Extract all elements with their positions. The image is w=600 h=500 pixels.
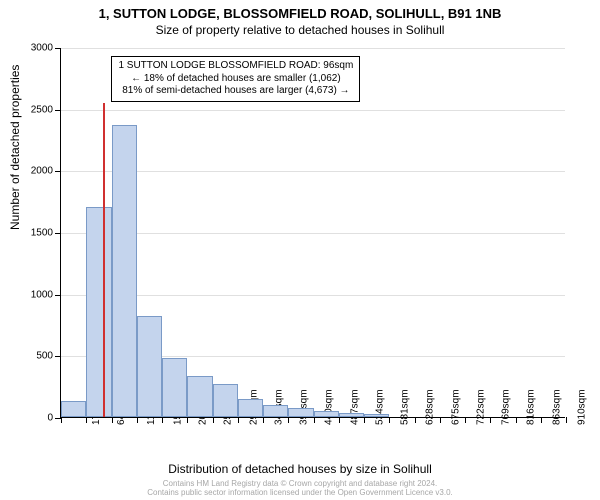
x-tick [364, 417, 365, 423]
histogram-bar [238, 399, 263, 418]
x-tick [288, 417, 289, 423]
y-tick [55, 233, 61, 234]
x-tick-label: 628sqm [425, 389, 436, 425]
y-tick [55, 48, 61, 49]
x-tick [566, 417, 567, 423]
footer-line: Contains HM Land Registry data © Crown c… [0, 479, 600, 489]
x-tick [465, 417, 466, 423]
x-tick-label: 581sqm [400, 389, 411, 425]
x-tick-label: 722sqm [475, 389, 486, 425]
x-tick-label: 534sqm [374, 389, 385, 425]
x-tick [86, 417, 87, 423]
histogram-bar [187, 376, 212, 417]
y-tick-label: 1500 [31, 228, 53, 239]
x-tick [112, 417, 113, 423]
x-tick [263, 417, 264, 423]
histogram-bar [314, 411, 339, 417]
histogram-bar [137, 316, 162, 417]
y-tick [55, 356, 61, 357]
x-tick [339, 417, 340, 423]
x-axis-label: Distribution of detached houses by size … [0, 462, 600, 476]
footer-line: Contains public sector information licen… [0, 488, 600, 498]
x-tick [440, 417, 441, 423]
x-tick-label: 910sqm [576, 389, 587, 425]
x-tick [238, 417, 239, 423]
x-tick [516, 417, 517, 423]
annotation-line: 81% of semi-detached houses are larger (… [118, 85, 353, 98]
marker-line [103, 103, 105, 417]
annotation-box: 1 SUTTON LODGE BLOSSOMFIELD ROAD: 96sqm … [111, 56, 360, 102]
y-tick-label: 2000 [31, 166, 53, 177]
x-tick [137, 417, 138, 423]
footer-attribution: Contains HM Land Registry data © Crown c… [0, 479, 600, 500]
page-subtitle: Size of property relative to detached ho… [0, 23, 600, 37]
x-tick-label: 863sqm [551, 389, 562, 425]
histogram-bar [162, 358, 187, 417]
histogram-plot: 05001000150020002500300017sqm64sqm111sqm… [60, 48, 565, 418]
annotation-line: 1 SUTTON LODGE BLOSSOMFIELD ROAD: 96sqm [118, 60, 353, 73]
histogram-bar [112, 125, 137, 417]
title-block: 1, SUTTON LODGE, BLOSSOMFIELD ROAD, SOLI… [0, 0, 600, 37]
x-tick-label: 440sqm [324, 389, 335, 425]
histogram-bar [364, 414, 389, 417]
x-tick [389, 417, 390, 423]
x-tick [314, 417, 315, 423]
x-tick [415, 417, 416, 423]
page-title: 1, SUTTON LODGE, BLOSSOMFIELD ROAD, SOLI… [0, 6, 600, 21]
y-tick [55, 110, 61, 111]
histogram-bar [263, 405, 288, 417]
x-tick-label: 816sqm [526, 389, 537, 425]
y-tick [55, 171, 61, 172]
x-tick [541, 417, 542, 423]
gridline [61, 110, 565, 111]
x-tick-label: 393sqm [299, 389, 310, 425]
y-tick-label: 2500 [31, 104, 53, 115]
y-tick-label: 500 [36, 351, 53, 362]
gridline [61, 48, 565, 49]
y-tick [55, 295, 61, 296]
y-tick-label: 0 [47, 413, 53, 424]
histogram-bar [61, 401, 86, 417]
histogram-bar [339, 413, 364, 417]
x-tick [187, 417, 188, 423]
x-tick [213, 417, 214, 423]
x-tick [61, 417, 62, 423]
x-tick [162, 417, 163, 423]
y-tick-label: 1000 [31, 289, 53, 300]
y-axis-label: Number of detached properties [8, 65, 22, 230]
x-tick-label: 675sqm [450, 389, 461, 425]
y-tick-label: 3000 [31, 43, 53, 54]
x-tick-label: 487sqm [349, 389, 360, 425]
annotation-line: ← 18% of detached houses are smaller (1,… [118, 73, 353, 86]
x-tick [490, 417, 491, 423]
histogram-bar [86, 207, 111, 417]
x-tick-label: 769sqm [501, 389, 512, 425]
histogram-bar [288, 408, 313, 417]
histogram-bar [213, 384, 238, 417]
